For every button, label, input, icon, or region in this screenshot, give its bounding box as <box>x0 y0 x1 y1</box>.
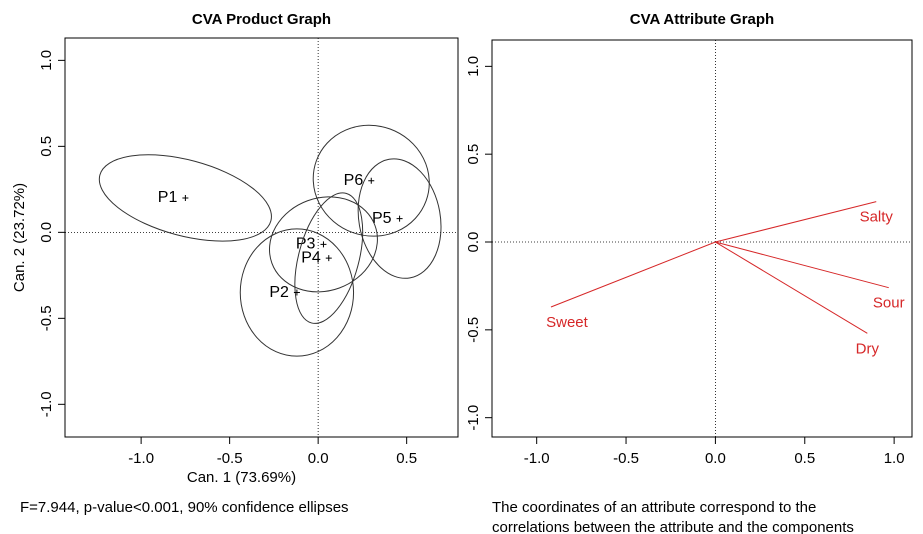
point <box>368 177 375 184</box>
point <box>320 241 327 248</box>
y-tick-label: -0.5 <box>465 317 482 343</box>
x-tick-label: 0.5 <box>794 450 815 467</box>
point-label: P3 <box>296 236 316 253</box>
chart-title: CVA Attribute Graph <box>630 11 774 28</box>
x-tick-label: -1.0 <box>524 450 550 467</box>
vector-label: Sweet <box>546 314 589 331</box>
point-label: P1 <box>158 189 178 206</box>
y-tick-label: 0.5 <box>38 136 55 157</box>
point-label: P4 <box>301 249 321 266</box>
x-tick-label: 0.5 <box>396 450 417 467</box>
confidence-ellipse <box>239 228 355 357</box>
point-label: P6 <box>344 172 364 189</box>
x-tick-label: 1.0 <box>884 450 905 467</box>
point <box>396 215 403 222</box>
vector-label: Salty <box>860 209 894 226</box>
y-tick-label: -1.0 <box>465 405 482 431</box>
point-label: P5 <box>372 210 392 227</box>
y-axis-label: Can. 2 (23.72%) <box>11 183 28 292</box>
x-tick-label: -1.0 <box>128 450 154 467</box>
y-tick-label: 0.0 <box>38 222 55 243</box>
confidence-ellipse <box>294 192 364 324</box>
vector <box>550 241 716 308</box>
x-tick-label: 0.0 <box>308 450 329 467</box>
y-tick-label: 1.0 <box>38 50 55 71</box>
y-tick-label: -1.0 <box>38 391 55 417</box>
point-label: P2 <box>269 284 289 301</box>
vector-label: Dry <box>856 340 880 357</box>
confidence-ellipse <box>357 158 442 279</box>
x-tick-label: 0.0 <box>705 450 726 467</box>
annotation: F=7.944, p-value<0.001, 90% confidence e… <box>20 499 349 516</box>
vector <box>715 241 889 289</box>
vector-label: Sour <box>873 295 905 312</box>
x-tick-label: -0.5 <box>217 450 243 467</box>
annotation: correlations between the attribute and t… <box>492 519 854 534</box>
vector <box>715 201 877 243</box>
chart-title: CVA Product Graph <box>192 11 331 28</box>
x-axis-label: Can. 1 (73.69%) <box>187 469 296 486</box>
plot-frame <box>64 37 459 438</box>
point <box>293 289 300 296</box>
confidence-ellipse <box>312 124 430 237</box>
y-tick-label: 0.5 <box>465 144 482 165</box>
confidence-ellipse <box>269 196 378 293</box>
annotation: The coordinates of an attribute correspo… <box>492 499 816 516</box>
vector <box>715 241 868 334</box>
y-tick-label: 1.0 <box>465 56 482 77</box>
point <box>182 194 189 201</box>
plot-frame <box>491 39 913 438</box>
x-tick-label: -0.5 <box>613 450 639 467</box>
point <box>325 255 332 262</box>
confidence-ellipse <box>98 154 272 242</box>
y-tick-label: -0.5 <box>38 305 55 331</box>
y-tick-label: 0.0 <box>465 232 482 253</box>
